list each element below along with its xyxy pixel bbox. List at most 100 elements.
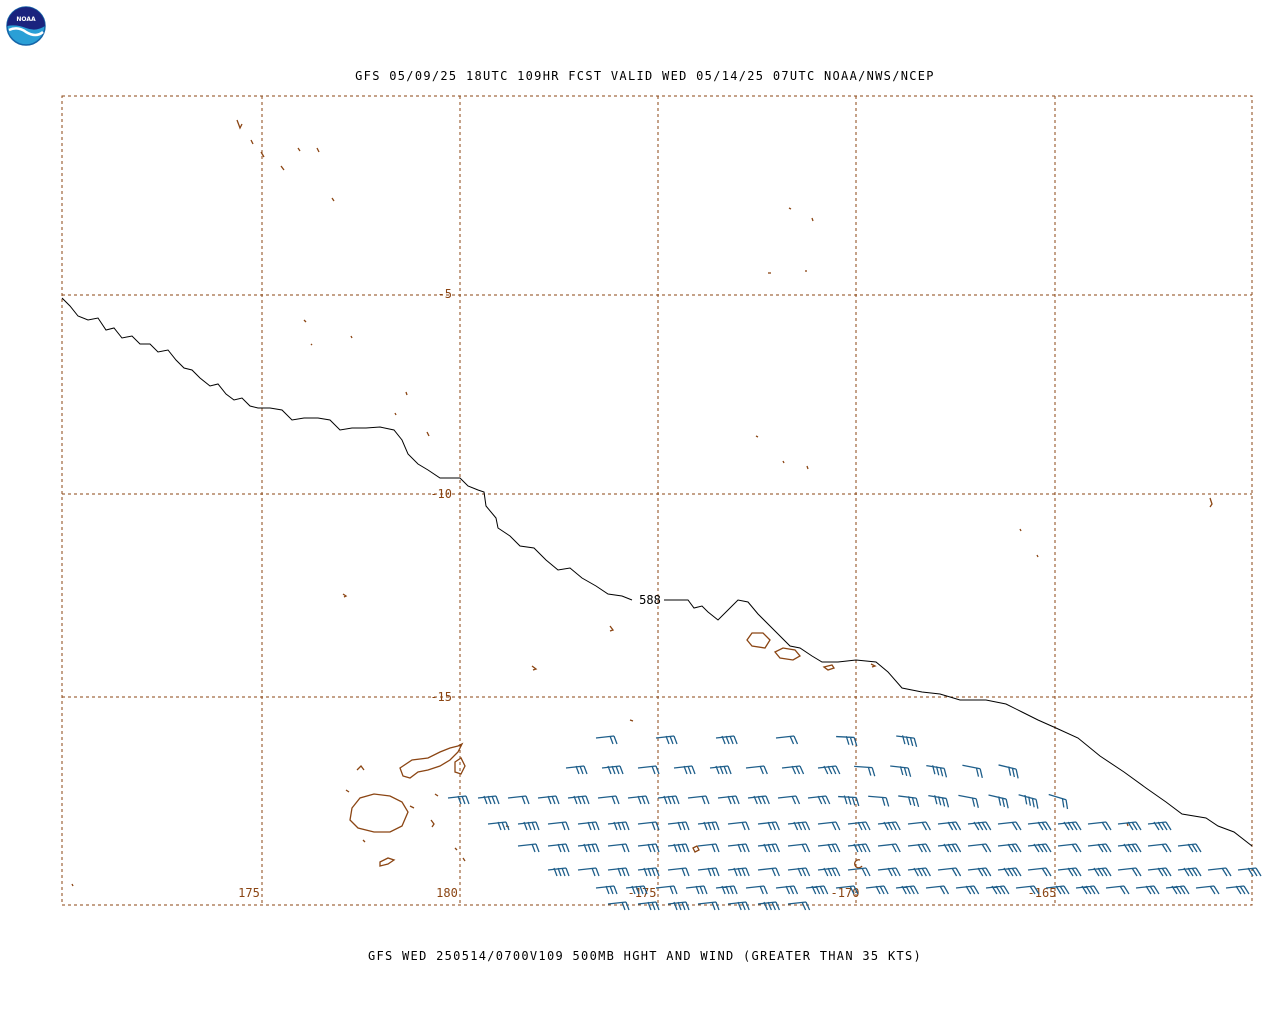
wind-barb <box>1147 821 1172 831</box>
wind-barb <box>781 765 805 775</box>
lat-label: -10 <box>430 487 452 501</box>
noaa-logo: NOAA <box>6 6 46 46</box>
wind-barb <box>1048 793 1069 810</box>
map-title: GFS 05/09/25 18UTC 109HR FCST VALID WED … <box>355 69 935 83</box>
wind-barb <box>817 765 841 775</box>
island <box>394 412 397 416</box>
island <box>297 147 301 152</box>
island <box>788 207 792 210</box>
island <box>811 217 814 222</box>
wind-barb <box>667 843 690 853</box>
island <box>692 845 700 853</box>
wind-barb <box>697 843 720 853</box>
wind-barb <box>937 821 962 831</box>
wind-barb <box>657 795 680 805</box>
wind-barb <box>577 821 600 831</box>
island <box>629 719 634 722</box>
island <box>260 151 265 158</box>
wind-barb <box>655 735 678 745</box>
wind-barb <box>807 795 831 805</box>
wind-barb <box>817 821 841 831</box>
island <box>350 335 353 339</box>
contour-line <box>61 297 1253 847</box>
island <box>531 665 538 671</box>
island <box>609 625 615 632</box>
island <box>310 343 313 346</box>
wind-barb <box>787 821 811 831</box>
island <box>303 319 307 323</box>
wind-barb <box>937 867 962 877</box>
wind-barb <box>1087 843 1112 853</box>
fiji-vanua-levu <box>399 742 464 779</box>
island <box>280 165 285 171</box>
island <box>356 765 365 771</box>
wind-barb <box>595 735 618 745</box>
wind-barb <box>685 885 708 895</box>
island <box>454 847 458 851</box>
wind-barb <box>1018 794 1039 809</box>
wind-barb <box>597 795 620 805</box>
island <box>1036 554 1039 558</box>
wind-barb <box>757 867 780 877</box>
wind-barb <box>1117 867 1142 877</box>
wind-barb <box>787 843 811 853</box>
wind-barb <box>565 765 588 775</box>
wind-barb <box>727 843 750 853</box>
wind-barb <box>607 901 630 911</box>
wind-barb <box>601 765 624 775</box>
wind-barb <box>775 885 799 895</box>
wind-barb <box>988 794 1009 809</box>
island <box>405 391 408 396</box>
wind-barb <box>868 795 890 807</box>
wind-barb <box>898 795 920 808</box>
wind-barb <box>667 867 690 877</box>
wind-barb <box>1045 885 1070 895</box>
lon-label: 175 <box>238 886 260 900</box>
island <box>250 139 254 145</box>
lon-label: -165 <box>1028 886 1057 900</box>
island <box>755 435 759 438</box>
wind-barb <box>775 735 799 745</box>
wind-barb <box>1177 867 1202 877</box>
wind-barb <box>577 843 600 853</box>
wind-barb <box>836 735 858 747</box>
island <box>462 857 466 862</box>
wind-barb <box>577 867 600 877</box>
wind-barb <box>757 901 780 911</box>
wind-barb <box>907 867 931 877</box>
island <box>870 663 877 668</box>
island <box>362 839 366 843</box>
wind-barb <box>1075 885 1100 895</box>
wind-barb <box>547 867 570 877</box>
wind-barb <box>1147 843 1172 853</box>
lon-label: 180 <box>436 886 458 900</box>
wind-barb <box>547 821 570 831</box>
wind-barb <box>507 795 530 805</box>
wind-barb <box>747 795 770 805</box>
wind-barb <box>697 901 720 911</box>
samoa-upolu <box>746 632 771 649</box>
wind-barb <box>958 794 979 808</box>
fiji-viti-levu <box>349 793 409 833</box>
wind-barb <box>928 794 950 808</box>
wind-barb <box>637 901 660 911</box>
wind-barb <box>835 885 859 895</box>
wind-barb <box>537 795 560 805</box>
contour-label: 588 <box>639 593 661 607</box>
wind-barb <box>998 764 1019 779</box>
wind-barb <box>890 765 912 777</box>
island <box>345 789 350 793</box>
island <box>854 859 863 869</box>
wind-barb <box>697 821 720 831</box>
wind-barb <box>1057 821 1082 831</box>
wind-barb <box>985 885 1010 895</box>
wind-barb <box>967 867 992 877</box>
wind-barb <box>1057 843 1082 853</box>
island <box>1019 528 1022 532</box>
wind-barb <box>745 885 768 895</box>
island <box>822 664 836 671</box>
wind-barb <box>1027 867 1052 877</box>
wind-barb <box>1105 885 1130 895</box>
wind-barb <box>637 765 660 775</box>
